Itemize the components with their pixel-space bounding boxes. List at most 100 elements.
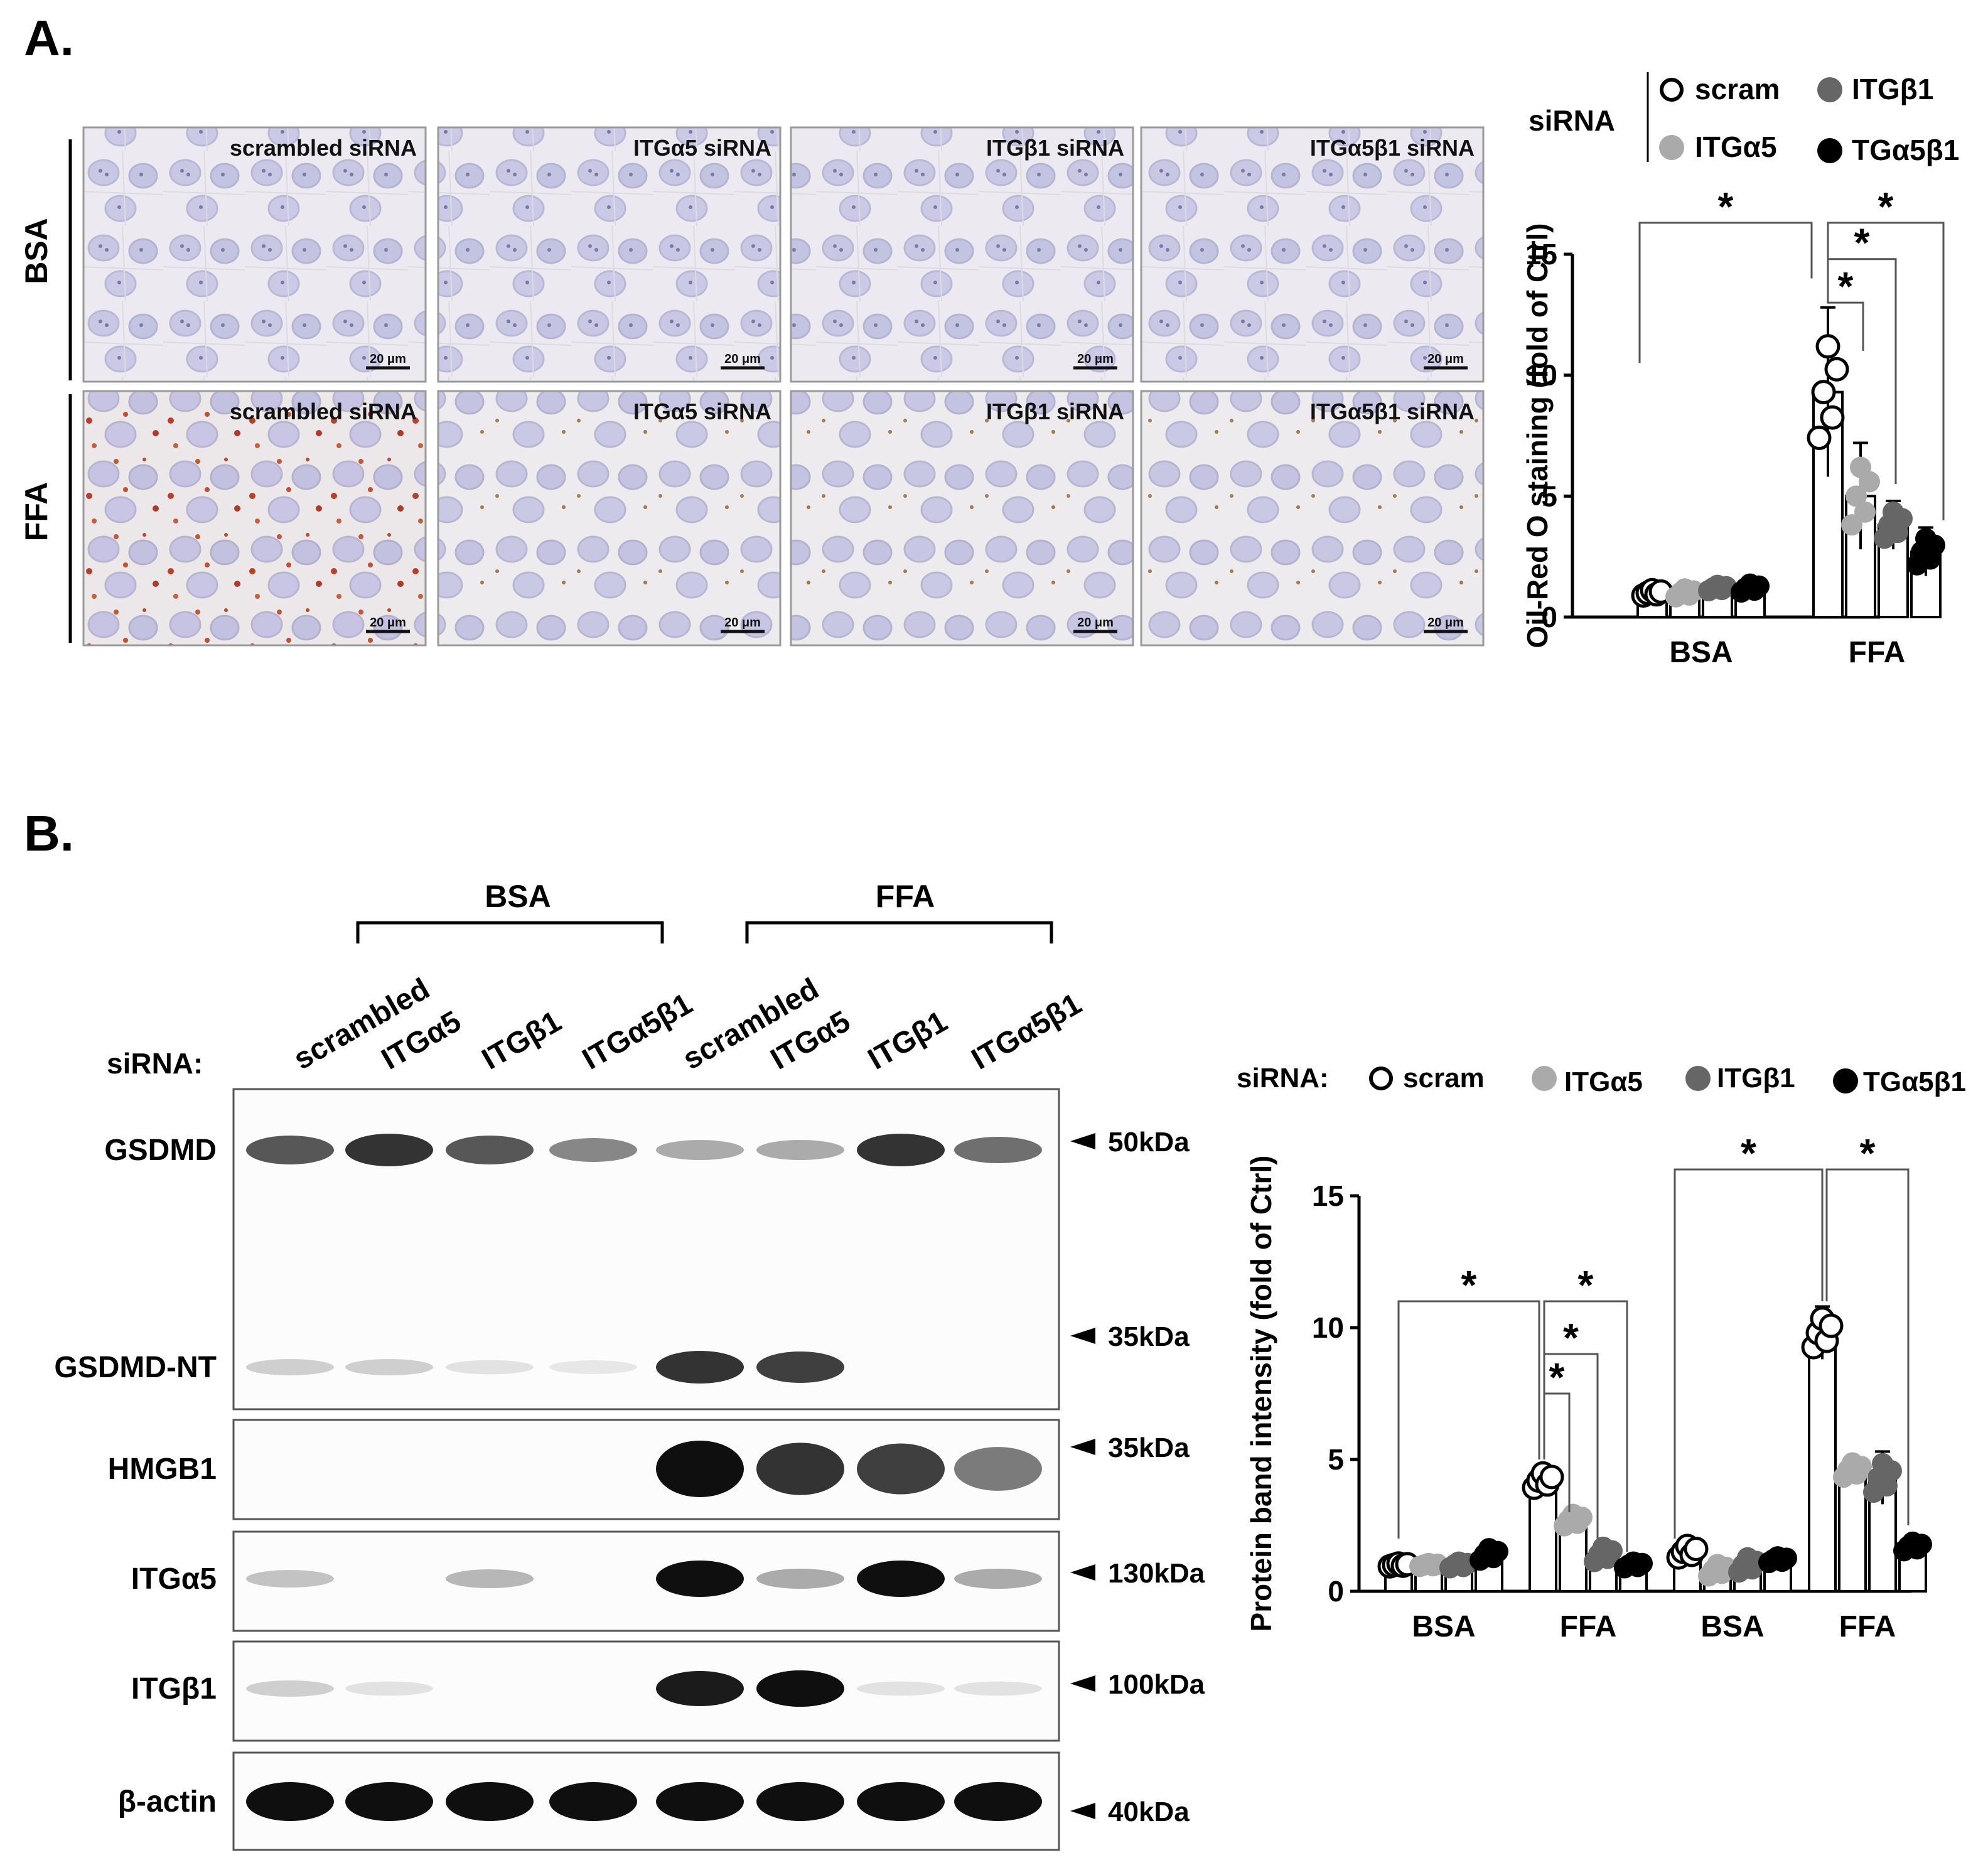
significance-star: *	[1878, 184, 1894, 229]
lane-label: ITGα5β1	[577, 987, 698, 1077]
micrograph	[790, 126, 1134, 383]
y-tick-label: 15	[1525, 238, 1557, 271]
marker-label: 35kDa	[1108, 1321, 1190, 1352]
blot-label: HMGB1	[108, 1453, 217, 1486]
blot-band	[446, 1360, 534, 1375]
significance-bracket	[1827, 222, 1945, 520]
blot-label: GSDMD-NT	[54, 1351, 217, 1384]
blot-band	[656, 1782, 744, 1821]
significance-bracket	[1827, 278, 1864, 352]
data-point	[1807, 425, 1832, 450]
blot-label: ITGβ1	[131, 1672, 217, 1706]
scale-bar-label: 20 μm	[370, 352, 406, 366]
micrograph-label: ITGα5β1 siRNA	[1310, 135, 1475, 161]
legend-b-item-itga5: ITGα5	[1564, 1067, 1643, 1097]
legend-a-title: siRNA	[1529, 104, 1615, 137]
blot-band	[756, 1670, 844, 1707]
scale-bar-label: 20 μm	[1077, 352, 1114, 366]
bracket-bsa	[356, 921, 664, 943]
blot-band	[246, 1359, 334, 1375]
blot-band	[857, 1134, 945, 1166]
data-point	[1811, 380, 1836, 405]
marker-label: 35kDa	[1108, 1432, 1190, 1463]
significance-star: *	[1860, 1131, 1876, 1176]
data-point	[1841, 514, 1862, 536]
data-point	[1815, 334, 1840, 359]
marker-arrow	[1070, 1803, 1095, 1819]
blot-band	[345, 1681, 433, 1696]
legend-b-marker-itga5	[1532, 1066, 1557, 1091]
data-point	[1881, 1460, 1902, 1482]
blot-band	[549, 1782, 637, 1821]
blot-band	[756, 1351, 844, 1383]
data-point	[1683, 580, 1704, 602]
data-point	[1684, 1536, 1709, 1561]
significance-star: *	[1741, 1131, 1756, 1176]
micrograph-label: ITGα5 siRNA	[633, 135, 771, 161]
significance-star: *	[1549, 1355, 1565, 1400]
blot-band	[857, 1561, 945, 1597]
data-point	[1631, 1552, 1653, 1574]
blot-band	[345, 1359, 433, 1375]
data-point	[1487, 1540, 1508, 1562]
group-brackets: BSA FFA	[356, 879, 1053, 943]
scale-bar-label: 20 μm	[1077, 616, 1114, 630]
panel-b-label: B.	[24, 805, 74, 861]
blot-label: GSDMD	[104, 1134, 217, 1167]
blot-band	[857, 1782, 945, 1821]
legend-b-marker-scram	[1369, 1067, 1393, 1090]
significance-bracket	[1827, 258, 1897, 485]
legend-a-item-itga5b1: TGα5β1	[1852, 134, 1959, 166]
legend-a: siRNA scram ITGβ1 ITGα5 TGα5β1	[1529, 72, 1959, 166]
bar	[1808, 1331, 1837, 1593]
blot-label: β-actin	[118, 1785, 217, 1819]
marker-arrow	[1070, 1328, 1095, 1344]
marker-arrow	[1070, 1564, 1095, 1581]
significance-star: *	[1563, 1315, 1579, 1360]
panel-a-label: A.	[24, 10, 74, 66]
blot-band	[549, 1138, 637, 1162]
data-point	[1539, 1464, 1564, 1490]
micrograph-label: scrambled siRNA	[230, 135, 417, 161]
scale-bar-label: 20 μm	[1427, 352, 1464, 366]
micrograph-grid: scrambled siRNA 20 μm ITGα5 siRNA 20 μm ITGβ…	[82, 126, 1485, 647]
y-axis-label: Protein band intensity (fold of Ctrl)	[1245, 1156, 1277, 1632]
bar	[1838, 1468, 1867, 1593]
data-point	[1859, 471, 1880, 493]
scale-bar-label: 20 μm	[1427, 616, 1464, 630]
blot-band	[656, 1671, 744, 1706]
group-label-ffa: FFA	[876, 879, 935, 914]
y-tick-label: 5	[1541, 480, 1557, 512]
legend-b: siRNA: scram ITGα5 ITGβ1 TGα5β1	[1237, 1063, 1966, 1097]
marker-label: 130kDa	[1108, 1558, 1205, 1589]
micrograph	[790, 390, 1134, 647]
western-blots: GSDMD 50kDa GSDMD-NT 35kDa HMGB1 35kDa ITGα5 13…	[54, 1088, 1205, 1851]
x-tick-label: BSA	[1701, 1610, 1764, 1643]
data-point	[1776, 1547, 1797, 1569]
scale-bar-label: 20 μm	[724, 616, 761, 630]
significance-star: *	[1718, 184, 1734, 229]
x-tick-label: BSA	[1412, 1610, 1475, 1643]
marker-label: 50kDa	[1108, 1127, 1190, 1158]
micrograph-label: ITGα5β1 siRNA	[1310, 399, 1475, 424]
data-point	[1854, 501, 1876, 523]
marker-arrow	[1070, 1133, 1095, 1149]
micrograph	[82, 390, 427, 647]
micrograph-label: scrambled siRNA	[230, 399, 417, 424]
blot-band	[246, 1136, 334, 1164]
y-axis-label: Oil-Red O staining (fold of Ctrl)	[1521, 223, 1554, 648]
blot-band	[656, 1140, 744, 1160]
legend-a-marker-itgb1	[1817, 77, 1842, 102]
data-point	[1911, 1534, 1932, 1556]
marker-arrow	[1070, 1675, 1095, 1692]
marker-label: 40kDa	[1108, 1797, 1190, 1827]
chart-protein-band: 0 5 10 15 Protein band intensity (fold of Ct…	[1245, 1131, 1932, 1643]
x-tick-label: BSA	[1669, 636, 1733, 669]
data-point	[1601, 1540, 1623, 1562]
blot-band	[246, 1570, 334, 1588]
y-tick-label: 10	[1312, 1311, 1344, 1344]
blot-band	[857, 1681, 945, 1696]
significance-bracket	[1543, 1392, 1571, 1512]
y-tick-label: 5	[1328, 1443, 1344, 1476]
y-tick-label: 0	[1541, 601, 1557, 633]
